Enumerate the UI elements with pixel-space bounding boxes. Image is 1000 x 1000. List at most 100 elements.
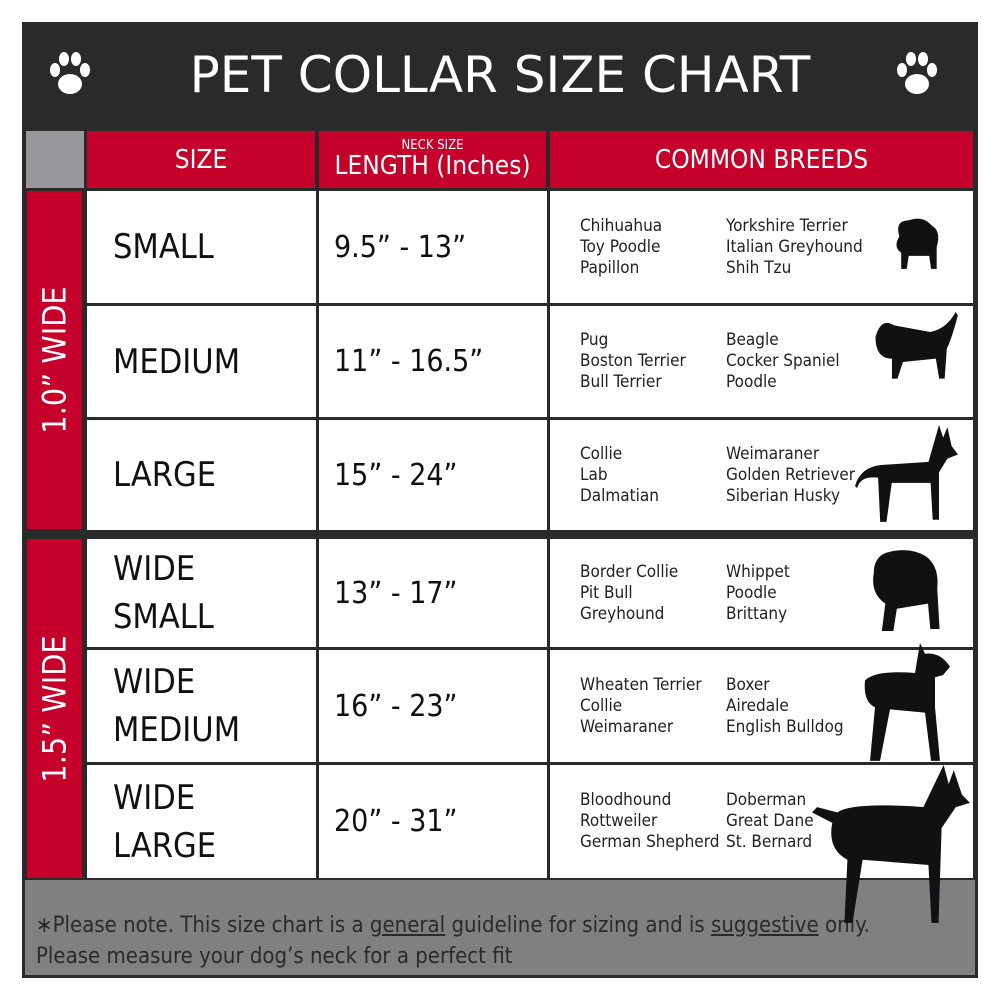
breeds-cell: Chihuahua Toy Poodle Papillon Yorkshire Te… bbox=[550, 191, 973, 303]
breeds-col-2: Boxer Airedale English Bulldog bbox=[726, 675, 844, 738]
paw-icon bbox=[50, 52, 90, 94]
header-length-sublabel: NECK SIZE bbox=[401, 138, 464, 153]
title-bar: PET COLLAR SIZE CHART bbox=[22, 22, 978, 128]
breeds-col-1: Border Collie Pit Bull Greyhound bbox=[580, 562, 678, 625]
header-breeds: COMMON BREEDS bbox=[550, 131, 973, 188]
length-cell: 16” - 23” bbox=[319, 650, 547, 762]
header-size-label: SIZE bbox=[174, 144, 228, 175]
breeds-col-1: Collie Lab Dalmatian bbox=[580, 444, 659, 507]
breeds-col-2: Whippet Poodle Brittany bbox=[726, 562, 790, 625]
breed-name: English Bulldog bbox=[726, 716, 844, 737]
breed-name: Rottweiler bbox=[580, 811, 658, 831]
breed-name: Papillon bbox=[580, 257, 640, 278]
dog-silhouette-icon bbox=[896, 218, 939, 269]
breeds-col-1: Wheaten Terrier Collie Weimaraner bbox=[580, 675, 702, 738]
page-title: PET COLLAR SIZE CHART bbox=[189, 46, 811, 104]
size-label: LARGE bbox=[113, 455, 217, 495]
dog-silhouette-icon bbox=[864, 643, 950, 761]
breeds-col-1: Pug Boston Terrier Bull Terrier bbox=[580, 330, 686, 393]
footer-line-2: Please measure your dog’s neck for a per… bbox=[36, 944, 513, 969]
length-value: 16” - 23” bbox=[334, 688, 458, 724]
size-label: WIDE MEDIUM bbox=[113, 662, 241, 750]
breeds-col-2: Weimaraner Golden Retriever Siberian Husky bbox=[726, 444, 855, 507]
breed-name: Cocker Spaniel bbox=[726, 351, 840, 371]
breed-name: Chihuahua bbox=[580, 215, 663, 236]
breed-name: Weimaraner bbox=[726, 443, 820, 464]
breeds-col-2: Beagle Cocker Spaniel Poodle bbox=[726, 330, 840, 393]
size-cell: WIDE SMALL bbox=[87, 539, 316, 647]
breed-name: Pit Bull bbox=[580, 582, 633, 603]
breed-name: Bloodhound bbox=[580, 790, 672, 810]
breed-name: Toy Poodle bbox=[580, 236, 661, 257]
breeds-col-2: Yorkshire Terrier Italian Greyhound Shih T… bbox=[726, 216, 863, 279]
breed-name: Weimaraner bbox=[580, 716, 674, 737]
breeds-col-1: Chihuahua Toy Poodle Papillon bbox=[580, 216, 662, 279]
dog-silhouette-icon bbox=[873, 550, 940, 631]
size-cell: LARGE bbox=[87, 420, 316, 530]
breed-name: Collie bbox=[580, 695, 623, 716]
header-corner bbox=[26, 131, 84, 188]
footer-line-1: ∗Please note. This size chart is a gener… bbox=[36, 910, 975, 941]
breeds-col-2: Doberman Great Dane St. Bernard bbox=[726, 790, 814, 853]
footer-note: ∗Please note. This size chart is a gener… bbox=[25, 880, 975, 975]
breed-name: Pug bbox=[580, 330, 609, 350]
header-breeds-label: COMMON BREEDS bbox=[654, 144, 869, 175]
breeds-col-1: Bloodhound Rottweiler German Shepherd bbox=[580, 790, 719, 853]
breed-name: St. Bernard bbox=[726, 832, 813, 852]
breed-name: Airedale bbox=[726, 695, 789, 716]
breed-name: Boxer bbox=[726, 674, 770, 695]
size-cell: WIDE LARGE bbox=[87, 765, 316, 878]
breed-name: Great Dane bbox=[726, 811, 814, 831]
band-1in: 1.0” WIDE bbox=[27, 191, 82, 529]
length-cell: 13” - 17” bbox=[319, 539, 547, 647]
breed-name: Dalmatian bbox=[580, 485, 659, 506]
paw-icon bbox=[897, 52, 937, 94]
breed-name: Poodle bbox=[726, 582, 777, 603]
size-label: WIDE SMALL bbox=[113, 549, 214, 637]
breed-name: Yorkshire Terrier bbox=[726, 215, 848, 236]
breed-name: Golden Retriever bbox=[726, 464, 856, 485]
breed-name: Shih Tzu bbox=[726, 257, 792, 278]
breed-name: German Shepherd bbox=[580, 832, 720, 852]
header-size: SIZE bbox=[87, 131, 315, 188]
breed-name: Beagle bbox=[726, 330, 779, 350]
length-cell: 15” - 24” bbox=[319, 420, 547, 530]
note-underline: general bbox=[369, 913, 446, 938]
header-length: NECK SIZE LENGTH (Inches) bbox=[319, 131, 546, 188]
length-value: 11” - 16.5” bbox=[334, 344, 484, 379]
length-value: 13” - 17” bbox=[334, 575, 458, 611]
breed-name: Boston Terrier bbox=[580, 351, 686, 371]
band-label: 1.0” WIDE bbox=[35, 286, 74, 434]
length-value: 15” - 24” bbox=[334, 457, 458, 493]
breed-name: Lab bbox=[580, 464, 608, 485]
dog-silhouette-icon bbox=[812, 765, 970, 923]
length-value: 20” - 31” bbox=[334, 804, 458, 839]
size-label: SMALL bbox=[113, 227, 214, 267]
size-label: MEDIUM bbox=[113, 341, 241, 382]
dog-silhouette-icon bbox=[855, 425, 958, 522]
size-cell: SMALL bbox=[87, 191, 316, 303]
band-label: 1.5” WIDE bbox=[35, 634, 74, 783]
breed-name: Collie bbox=[580, 443, 623, 464]
breed-name: Siberian Husky bbox=[726, 485, 841, 506]
length-cell: 11” - 16.5” bbox=[319, 306, 547, 417]
size-label: WIDE LARGE bbox=[113, 777, 217, 866]
length-value: 9.5” - 13” bbox=[334, 229, 467, 265]
breed-name: Poodle bbox=[726, 372, 777, 392]
breed-name: Whippet bbox=[726, 561, 790, 582]
size-cell: WIDE MEDIUM bbox=[87, 650, 316, 762]
breed-name: Bull Terrier bbox=[580, 372, 662, 392]
length-cell: 9.5” - 13” bbox=[319, 191, 547, 303]
breed-name: Border Collie bbox=[580, 561, 679, 582]
band-1-5in: 1.5” WIDE bbox=[27, 539, 82, 878]
header-length-label: LENGTH (Inches) bbox=[334, 151, 531, 181]
breed-name: Italian Greyhound bbox=[726, 236, 863, 257]
length-cell: 20” - 31” bbox=[319, 765, 547, 878]
breed-name: Brittany bbox=[726, 603, 788, 624]
note-underline: suggestive bbox=[711, 913, 819, 938]
breed-name: Doberman bbox=[726, 790, 807, 810]
note-text: guideline for sizing and is bbox=[445, 913, 712, 938]
note-text: ∗Please note. This size chart is a bbox=[36, 913, 370, 938]
breed-name: Greyhound bbox=[580, 603, 665, 624]
size-cell: MEDIUM bbox=[87, 306, 316, 417]
